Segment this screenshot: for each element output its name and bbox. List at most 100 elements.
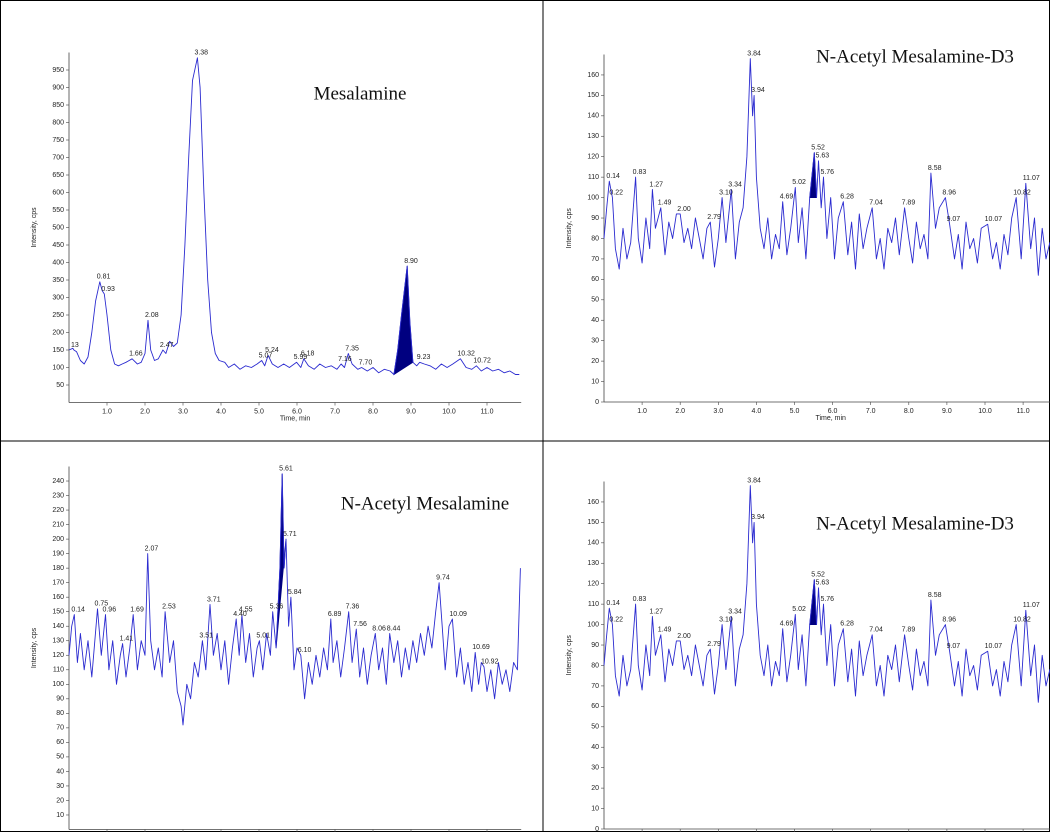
y-tick-label: 30 — [591, 338, 599, 345]
x-tick-label: 5.0 — [790, 408, 800, 415]
peak-label: 2.07 — [145, 545, 159, 552]
y-tick-label: 120 — [587, 154, 599, 161]
peak-label: 3.84 — [747, 477, 761, 484]
y-tick-label: 450 — [52, 242, 64, 249]
peak-label: 3.94 — [751, 87, 765, 94]
y-tick-label: 550 — [52, 207, 64, 214]
chart-title: Mesalamine — [314, 83, 407, 104]
y-tick-label: 140 — [587, 540, 599, 547]
peak-label: 0.83 — [633, 169, 647, 176]
y-tick-label: 10 — [591, 378, 599, 385]
peak-label: 2.00 — [677, 633, 691, 640]
chart-panel: 0 10 20 30 40 50 60 70 80 90 100 110 120 130 140 150 160… — [566, 477, 1050, 832]
peak-label: 5.02 — [792, 606, 806, 613]
peak-label: 4.69 — [780, 621, 794, 628]
x-tick-label: 2.0 — [140, 408, 150, 415]
peak-label: 3.71 — [207, 596, 221, 603]
peak-label: 3.84 — [747, 50, 761, 57]
y-tick-label: 170 — [52, 580, 64, 587]
y-tick-label: 50 — [56, 382, 64, 389]
peak-label: 0.14 — [606, 173, 620, 180]
peak-label: 5.01 — [256, 633, 270, 640]
x-tick-label: 8.0 — [368, 408, 378, 415]
y-tick-label: 140 — [52, 623, 64, 630]
y-axis-label: Intensity, cps — [31, 627, 38, 668]
peak-label: 0.75 — [95, 601, 109, 608]
peak-label: 5.63 — [816, 153, 830, 160]
y-tick-label: 50 — [591, 724, 599, 731]
x-tick-label: 6.0 — [828, 408, 838, 415]
trace — [603, 485, 1050, 703]
y-tick-label: 80 — [591, 662, 599, 669]
peak-label: 1.49 — [658, 627, 672, 634]
y-tick-label: 650 — [52, 172, 64, 179]
y-axis-label: Intensity, cps — [566, 635, 573, 676]
trace — [603, 58, 1050, 276]
x-tick-label: 10.0 — [442, 408, 456, 415]
chart-panel: 0 10 20 30 40 50 60 70 80 90 100 110 120 130 140 150 160… — [566, 46, 1050, 422]
y-tick-label: 250 — [52, 312, 64, 319]
y-tick-label: 210 — [52, 521, 64, 528]
peak-label: 1.69 — [130, 606, 144, 613]
peak-label: 3.10 — [719, 616, 733, 623]
y-tick-label: 30 — [56, 783, 64, 790]
peak-label: 3.38 — [194, 50, 208, 57]
peak-label: 7.16 — [338, 356, 352, 363]
y-tick-label: 160 — [587, 72, 599, 79]
y-tick-label: 70 — [56, 725, 64, 732]
x-tick-label: 6.0 — [292, 408, 302, 415]
x-tick-label: 11.0 — [480, 408, 493, 415]
peak-label: 8.96 — [942, 616, 956, 623]
y-tick-label: 90 — [56, 696, 64, 703]
x-tick-label: 3.0 — [713, 408, 723, 415]
chart-panel: 50 100 150 200 250 300 350 400 450 500 550 600 650 70… — [31, 50, 522, 422]
y-tick-label: 60 — [56, 739, 64, 746]
y-tick-label: 800 — [52, 119, 64, 126]
x-tick-label: 11.0 — [1017, 408, 1030, 415]
peak-label: 5.52 — [811, 144, 825, 151]
y-tick-label: 20 — [591, 358, 599, 365]
peak-label: 7.04 — [869, 627, 883, 634]
peak-label: 10.32 — [457, 351, 475, 358]
chart-title: N-Acetyl Mesalamine-D3 — [816, 46, 1014, 67]
x-tick-label: 4.0 — [216, 408, 226, 415]
peak-label: 2.79 — [707, 214, 721, 221]
chart-title: N-Acetyl Mesalamine-D3 — [816, 513, 1014, 534]
x-tick-label: 2.0 — [675, 408, 685, 415]
peak-label: 2.79 — [707, 641, 721, 648]
peak-label: 8.44 — [387, 625, 401, 632]
peak-label: 8.06 — [372, 625, 386, 632]
y-tick-label: 130 — [587, 133, 599, 140]
y-tick-label: 200 — [52, 329, 64, 336]
y-tick-label: 160 — [587, 499, 599, 506]
x-tick-label: 1.0 — [637, 408, 647, 415]
y-tick-label: 30 — [591, 765, 599, 772]
chart-panel: 10 20 30 40 50 60 70 80 90 100 110 120 130 140 150 160 1… — [31, 466, 522, 832]
y-tick-label: 160 — [52, 594, 64, 601]
peak-label: 0.22 — [609, 189, 623, 196]
peak-label: 7.35 — [345, 345, 359, 352]
peak-label: 4.40 — [233, 611, 247, 618]
peak-label: 5.02 — [792, 179, 806, 186]
peak-label: 5.99 — [294, 354, 308, 361]
y-tick-label: 950 — [52, 67, 64, 74]
x-tick-label: 10.0 — [978, 408, 992, 415]
y-tick-label: 80 — [591, 235, 599, 242]
peak-label: 0.96 — [102, 606, 116, 613]
y-tick-label: 220 — [52, 507, 64, 514]
peak-label: 5.52 — [811, 571, 825, 578]
y-tick-label: 20 — [56, 797, 64, 804]
peak-label: 0.14 — [71, 606, 85, 613]
peak-label: 1.66 — [129, 351, 143, 358]
peak-label: 0.22 — [609, 616, 623, 623]
y-tick-label: 230 — [52, 492, 64, 499]
trace — [68, 473, 521, 726]
peak-label: 5.84 — [288, 589, 302, 596]
peak-label: 3.51 — [199, 633, 213, 640]
peak-label: 5.36 — [270, 604, 284, 611]
y-tick-label: 300 — [52, 294, 64, 301]
peak-label: 7.04 — [869, 200, 883, 207]
